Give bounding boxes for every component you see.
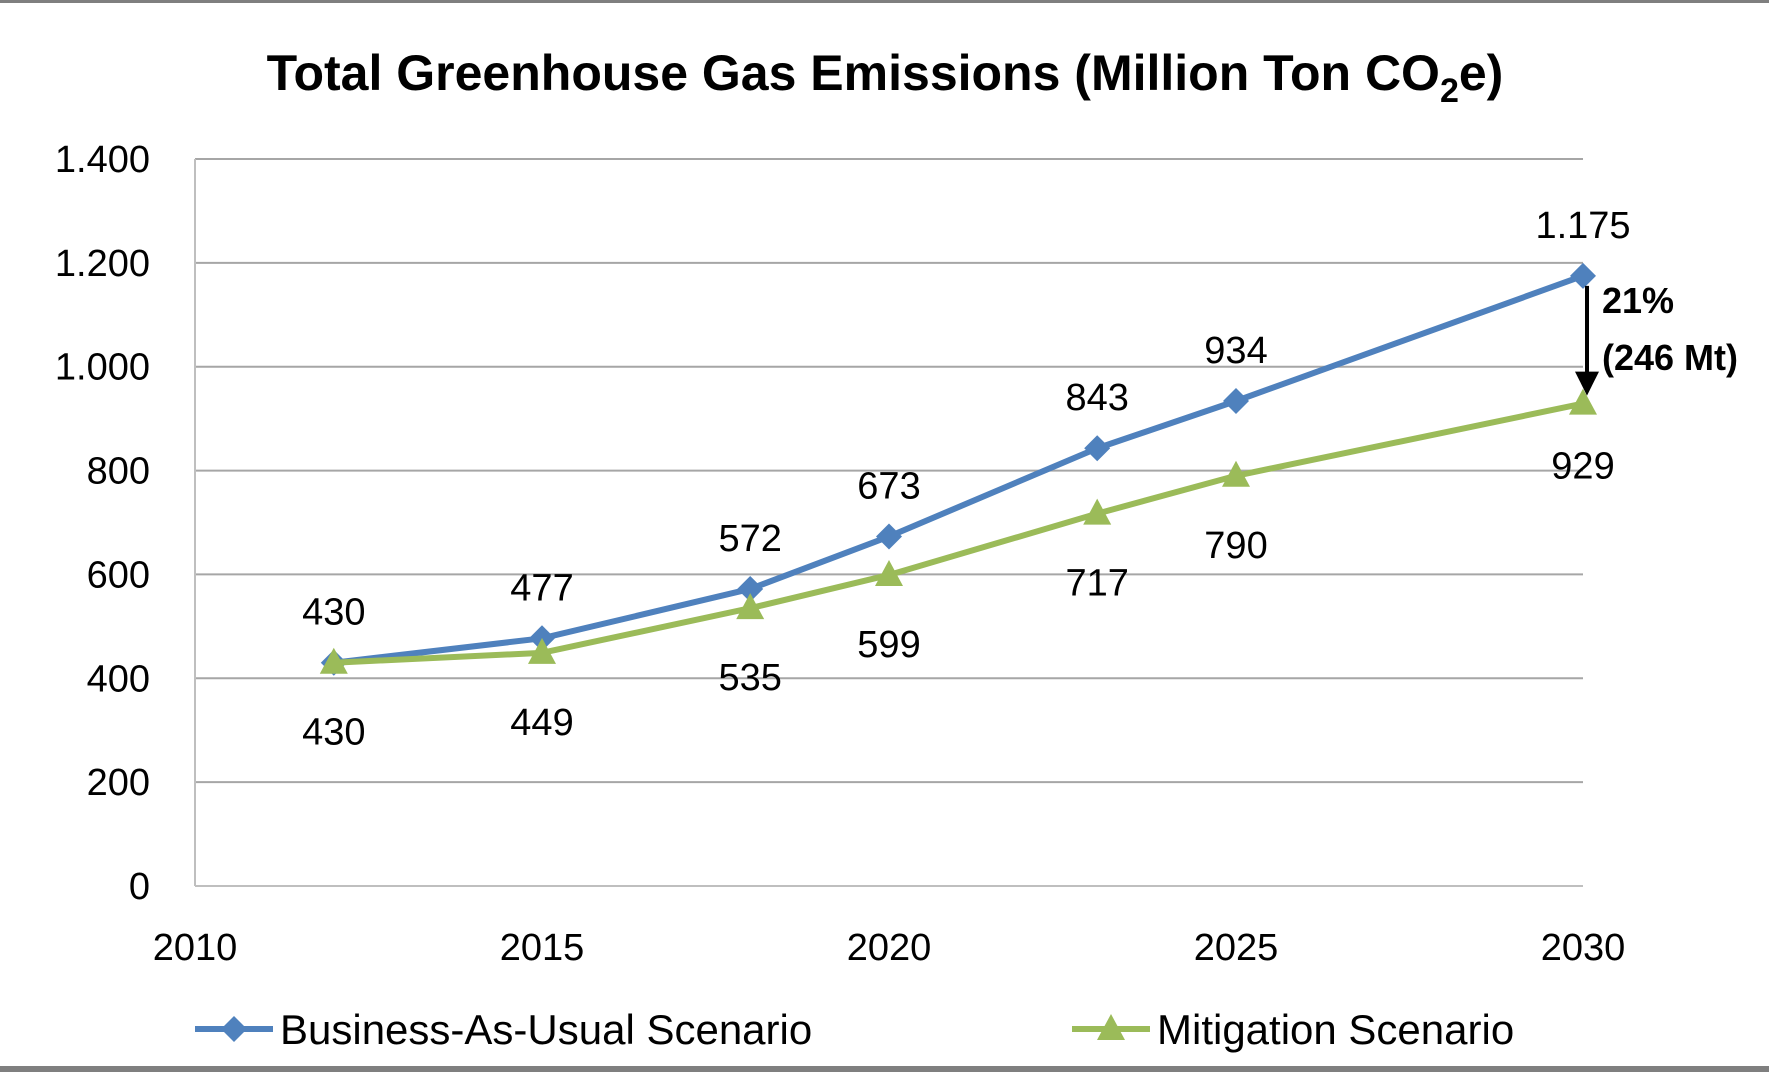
- annotation: 21% (246 Mt): [1575, 280, 1738, 396]
- data-label: 535: [718, 657, 781, 699]
- data-label: 673: [857, 466, 920, 508]
- legend-label: Mitigation Scenario: [1157, 1006, 1514, 1053]
- triangle-marker: [736, 593, 765, 620]
- triangle-marker: [1222, 460, 1250, 487]
- data-label: 449: [510, 702, 573, 744]
- x-tick-label: 2020: [847, 927, 932, 969]
- y-tick-label: 1.000: [55, 347, 150, 389]
- annotation-amount: (246 Mt): [1602, 337, 1738, 378]
- x-tick-label: 2015: [500, 927, 585, 969]
- y-tick-label: 800: [87, 451, 150, 493]
- triangle-marker: [1569, 388, 1597, 415]
- data-label: 572: [718, 518, 781, 560]
- triangle-marker: [1083, 498, 1112, 525]
- x-tick-label: 2030: [1541, 927, 1626, 969]
- top-border: [0, 0, 1769, 3]
- series-group: 430 477 572 673 843 934 1.175 430 449 535 599 717 79…: [302, 205, 1630, 754]
- bottom-border: [0, 1066, 1769, 1072]
- data-label: 477: [510, 567, 573, 609]
- y-tick-label: 400: [87, 658, 150, 700]
- y-tick-label: 0: [129, 866, 150, 908]
- y-tick-label: 600: [87, 554, 150, 596]
- triangle-marker: [1097, 1014, 1125, 1040]
- legend-item: Mitigation Scenario: [1072, 1006, 1514, 1053]
- triangle-marker: [875, 559, 903, 586]
- diamond-marker: [876, 523, 902, 550]
- series-line: [333, 400, 1584, 666]
- x-tick-label: 2025: [1194, 927, 1279, 969]
- diamond-marker: [737, 575, 764, 602]
- series-mitigation: 430 449 535 599 717 790 929: [302, 388, 1615, 754]
- diamond-marker: [1223, 387, 1249, 414]
- data-label: 934: [1204, 330, 1267, 372]
- data-label: 790: [1204, 525, 1267, 567]
- data-label: 430: [302, 592, 365, 634]
- data-label: 843: [1065, 377, 1128, 419]
- y-tick-label: 200: [87, 762, 150, 804]
- data-label: 929: [1551, 446, 1614, 488]
- data-label: 1.175: [1535, 205, 1630, 247]
- x-tick-label: 2010: [153, 927, 238, 969]
- triangle-marker: [319, 647, 348, 674]
- data-label: 717: [1065, 563, 1128, 605]
- diamond-marker: [1084, 435, 1111, 462]
- y-tick-label: 1.400: [55, 139, 150, 181]
- diamond-marker: [221, 1016, 247, 1042]
- arrow-head: [1575, 371, 1599, 396]
- diamond-marker: [1570, 262, 1596, 289]
- legend-item: Business-As-Usual Scenario: [195, 1006, 812, 1053]
- data-label: 430: [302, 712, 365, 754]
- legend-label: Business-As-Usual Scenario: [280, 1006, 812, 1053]
- gridlines: [195, 158, 1583, 887]
- data-label: 599: [857, 624, 920, 666]
- series-business-as-usual: 430 477 572 673 843 934 1.175: [302, 205, 1631, 676]
- chart-title: Total Greenhouse Gas Emissions (Million …: [267, 45, 1504, 110]
- triangle-marker: [528, 637, 556, 664]
- annotation-percent: 21%: [1602, 280, 1674, 321]
- legend: Business-As-Usual Scenario Mitigation Sce…: [195, 1006, 1514, 1053]
- y-tick-label: 1.200: [55, 243, 150, 285]
- axes: 0 200 400 600 800 1.000 1.200 1.400 2010 2015 2020…: [55, 139, 1625, 969]
